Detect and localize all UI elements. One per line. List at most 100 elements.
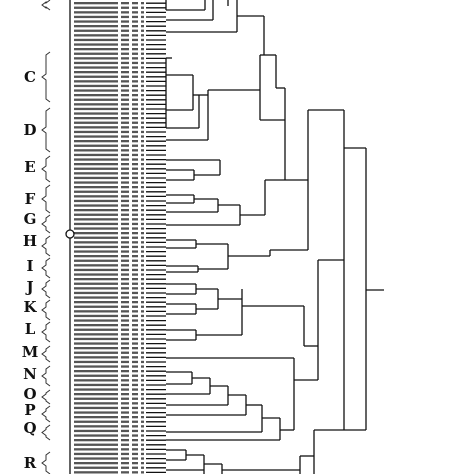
group-label-f: F (25, 190, 36, 208)
strain-row (74, 259, 166, 262)
strain-row (74, 57, 166, 60)
strain-row (74, 52, 166, 55)
strain-row (74, 365, 166, 368)
group-bracket (41, 235, 51, 257)
group-label-c: C (24, 68, 36, 86)
strain-row (74, 439, 166, 442)
strain-row (74, 328, 166, 331)
strain-row (74, 416, 166, 419)
group-label-r: R (24, 454, 37, 472)
group-bracket (41, 299, 51, 321)
strain-row (74, 287, 166, 290)
group-bracket (41, 155, 51, 183)
strain-row (74, 94, 166, 97)
group-label-o: O (23, 385, 36, 403)
group-bracket (41, 345, 51, 363)
strain-row (74, 342, 166, 345)
strain-row (74, 273, 166, 276)
strain-row (74, 324, 166, 327)
strain-row (74, 397, 166, 400)
group-bracket (41, 107, 51, 153)
strain-row (74, 296, 166, 299)
strain-row (74, 305, 166, 308)
group-label-l: L (25, 320, 36, 338)
group-label-q: Q (23, 419, 36, 437)
strain-row (74, 135, 166, 138)
strain-row (74, 176, 166, 180)
strain-row (74, 98, 166, 101)
root-marker-circle-icon (65, 229, 75, 239)
strain-row (74, 25, 166, 28)
group-label-d: D (23, 121, 36, 139)
strain-row (74, 209, 166, 212)
strain-row (74, 167, 166, 170)
group-bracket (41, 424, 51, 441)
strain-row (74, 402, 166, 405)
strain-row (74, 245, 166, 249)
group-label-i: I (26, 257, 33, 275)
strain-row (74, 112, 166, 115)
strain-row (74, 379, 166, 382)
group-brackets (41, 0, 51, 474)
strain-row (74, 406, 166, 410)
group-label-j: J (24, 278, 33, 296)
strain-row (74, 301, 166, 304)
strain-row (74, 153, 166, 157)
strain-row (74, 43, 166, 46)
strain-row (74, 393, 166, 396)
strain-row (74, 190, 166, 193)
strain-row (74, 61, 166, 65)
strain-row (74, 199, 166, 203)
strain-row (74, 107, 166, 111)
strain-row (74, 2, 166, 5)
strain-row (74, 80, 166, 83)
strain-row (74, 66, 166, 69)
strain-row (74, 250, 166, 253)
strain-row (74, 218, 166, 221)
group-bracket (41, 321, 51, 343)
strain-row (74, 314, 166, 318)
group-label-e: E (24, 158, 35, 176)
strain-row (74, 121, 166, 124)
strain-row (74, 48, 166, 51)
strain-row (74, 172, 166, 175)
strain-row (74, 282, 166, 285)
group-bracket (41, 257, 51, 279)
strain-row (74, 227, 166, 230)
strain-row (74, 264, 166, 267)
strain-row (74, 319, 166, 322)
strain-row (74, 466, 166, 469)
group-bracket (41, 0, 51, 11)
strain-row (74, 195, 166, 198)
group-label-m: M (22, 343, 39, 361)
strain-row (74, 29, 166, 32)
strain-row (74, 434, 166, 437)
group-bracket (41, 389, 51, 405)
strain-label-rows (69, 0, 166, 474)
strain-row (74, 278, 166, 281)
strain-row (74, 425, 166, 428)
strain-row (74, 374, 166, 377)
group-bracket (41, 184, 51, 214)
strain-row (74, 126, 166, 129)
group-bracket (41, 405, 51, 423)
strain-row (74, 457, 166, 460)
strain-row (74, 204, 166, 207)
group-label-g: G (24, 210, 37, 228)
strain-row (74, 388, 166, 391)
strain-row (74, 351, 166, 354)
strain-row (74, 144, 166, 147)
strain-row (74, 213, 166, 216)
strain-row (74, 15, 166, 19)
strain-row (74, 130, 166, 134)
strain-row (74, 356, 166, 359)
strain-row (74, 370, 166, 373)
strain-row (74, 149, 166, 152)
strain-row (74, 443, 166, 446)
strain-row (74, 462, 166, 465)
strain-row (74, 383, 166, 387)
group-label-p: P (24, 401, 35, 419)
strain-row (74, 360, 166, 364)
strain-row (74, 158, 166, 161)
